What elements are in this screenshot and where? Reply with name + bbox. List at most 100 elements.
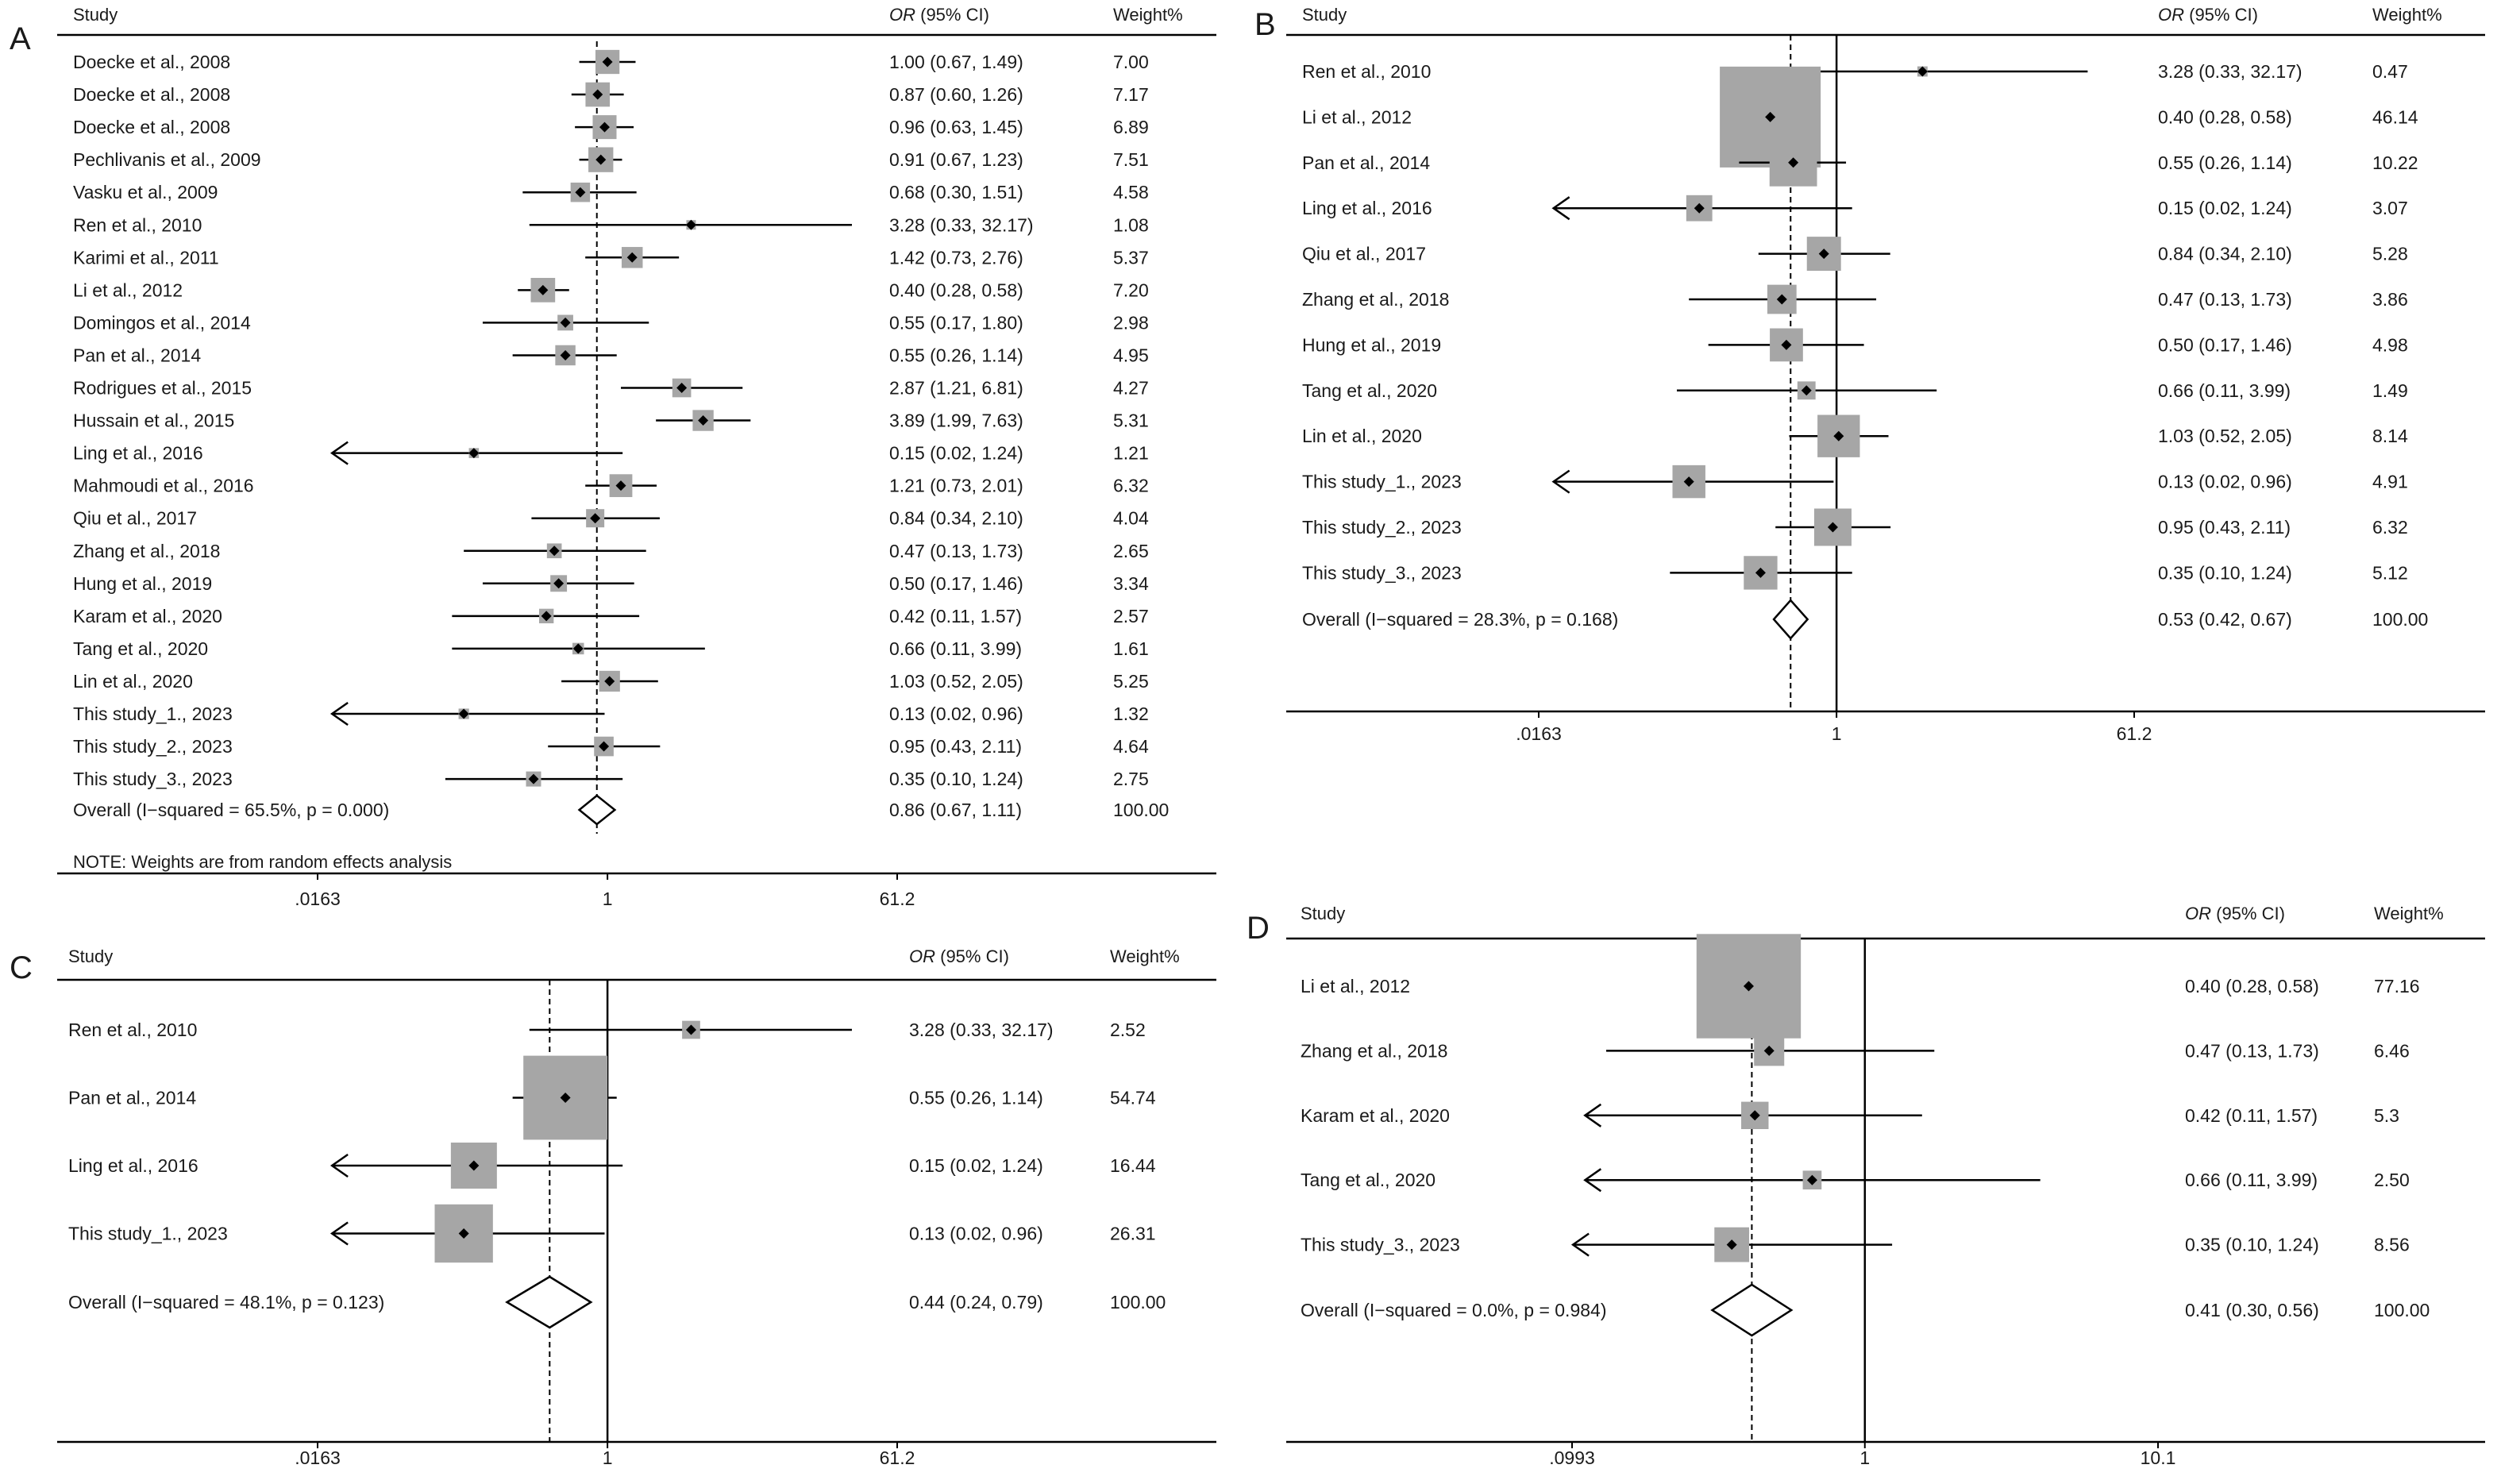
study-name: Lin et al., 2020: [1302, 426, 1422, 446]
study-name: Karam et al., 2020: [73, 606, 222, 626]
study-weight: 5.37: [1113, 247, 1149, 268]
study-or-ci: 0.95 (0.43, 2.11): [889, 736, 1022, 757]
study-row: Ren et al., 2010 3.28 (0.33, 32.17) 2.52: [68, 1020, 1146, 1040]
study-row: Lin et al., 2020 1.03 (0.52, 2.05) 5.25: [73, 670, 1149, 692]
study-name: This study_3., 2023: [1301, 1235, 1460, 1255]
study-name: Doecke et al., 2008: [73, 117, 230, 137]
study-or-ci: 0.47 (0.13, 1.73): [2158, 289, 2292, 310]
study-name: This study_1., 2023: [73, 703, 233, 724]
overall-label: Overall (I−squared = 48.1%, p = 0.123): [68, 1292, 384, 1312]
column-header-or-italic: OR: [2158, 5, 2184, 25]
panel-letter: D: [1247, 911, 1270, 946]
point-estimate: [560, 349, 571, 360]
study-row: This study_3., 2023 0.35 (0.10, 1.24) 8.56: [1301, 1227, 2410, 1262]
study-or-ci: 0.66 (0.11, 3.99): [889, 638, 1022, 659]
study-or-ci: 1.00 (0.67, 1.49): [889, 52, 1023, 72]
study-or-ci: 0.95 (0.43, 2.11): [2158, 517, 2291, 538]
point-estimate: [592, 89, 603, 100]
point-estimate: [1827, 522, 1838, 533]
study-row: Qiu et al., 2017 0.84 (0.34, 2.10) 4.04: [73, 508, 1149, 529]
study-or-ci: 0.40 (0.28, 0.58): [2158, 106, 2292, 127]
column-header-weight: Weight%: [1113, 5, 1183, 25]
study-or-ci: 0.40 (0.28, 0.58): [889, 279, 1023, 300]
column-header-weight: Weight%: [1110, 946, 1180, 966]
column-header-or: OR (95% CI): [2158, 5, 2258, 25]
study-weight: 1.08: [1113, 214, 1149, 235]
study-row: Doecke et al., 2008 0.87 (0.60, 1.26) 7.17: [73, 82, 1149, 107]
study-weight: 4.95: [1113, 345, 1149, 365]
study-or-ci: 0.91 (0.67, 1.23): [889, 149, 1023, 170]
overall-weight: 100.00: [1110, 1292, 1166, 1312]
study-or-ci: 1.21 (0.73, 2.01): [889, 476, 1023, 496]
study-row: Lin et al., 2020 1.03 (0.52, 2.05) 8.14: [1302, 414, 2408, 457]
panel-letter: A: [10, 21, 31, 56]
study-or-ci: 0.55 (0.26, 1.14): [909, 1088, 1043, 1108]
study-weight: 2.52: [1110, 1020, 1146, 1040]
overall-label: Overall (I−squared = 0.0%, p = 0.984): [1301, 1300, 1606, 1320]
study-row: Zhang et al., 2018 0.47 (0.13, 1.73) 6.46: [1301, 1035, 2410, 1066]
study-row: Doecke et al., 2008 0.96 (0.63, 1.45) 6.89: [73, 115, 1149, 140]
study-name: Rodrigues et al., 2015: [73, 378, 252, 399]
study-row: Hung et al., 2019 0.50 (0.17, 1.46) 4.98: [1302, 328, 2408, 362]
study-row: Hung et al., 2019 0.50 (0.17, 1.46) 3.34: [73, 573, 1149, 594]
point-estimate: [676, 383, 688, 393]
study-or-ci: 0.66 (0.11, 3.99): [2158, 380, 2291, 401]
point-estimate: [1917, 66, 1928, 77]
point-estimate: [1683, 476, 1694, 488]
point-estimate: [602, 56, 613, 67]
point-estimate: [604, 676, 615, 687]
study-or-ci: 0.15 (0.02, 1.24): [2158, 198, 2292, 218]
overall-label: Overall (I−squared = 28.3%, p = 0.168): [1302, 609, 1618, 630]
study-row: Ling et al., 2016 0.15 (0.02, 1.24) 3.07: [1302, 195, 2408, 222]
study-name: Ling et al., 2016: [1302, 198, 1432, 218]
study-weight: 4.64: [1113, 736, 1149, 757]
study-or-ci: 3.89 (1.99, 7.63): [889, 411, 1023, 431]
point-estimate: [590, 513, 601, 524]
study-name: Hung et al., 2019: [73, 573, 212, 594]
study-or-ci: 0.55 (0.26, 1.14): [889, 345, 1023, 365]
study-name: Tang et al., 2020: [1301, 1170, 1435, 1190]
study-name: Ren et al., 2010: [68, 1020, 197, 1040]
column-header-study: Study: [1301, 904, 1345, 923]
study-weight: 8.56: [2374, 1235, 2410, 1255]
point-estimate: [1749, 1110, 1760, 1121]
point-estimate: [685, 1024, 696, 1035]
point-estimate: [1776, 294, 1787, 305]
overall-label: Overall (I−squared = 65.5%, p = 0.000): [73, 800, 389, 820]
study-weight: 4.58: [1113, 182, 1149, 202]
study-name: Tang et al., 2020: [73, 638, 208, 659]
study-name: Li et al., 2012: [73, 279, 183, 300]
study-weight: 2.50: [2374, 1170, 2410, 1190]
column-header-or: OR (95% CI): [2185, 904, 2285, 923]
study-name: Vasku et al., 2009: [73, 182, 218, 202]
overall-row: Overall (I−squared = 48.1%, p = 0.123) 0.…: [68, 1275, 1166, 1329]
study-or-ci: 0.15 (0.02, 1.24): [889, 443, 1023, 464]
study-name: Pan et al., 2014: [1302, 152, 1430, 173]
point-estimate: [458, 1228, 469, 1239]
study-or-ci: 0.47 (0.13, 1.73): [889, 541, 1023, 561]
study-weight: 6.32: [1113, 476, 1149, 496]
study-name: This study_3., 2023: [73, 769, 233, 789]
study-name: Karimi et al., 2011: [73, 247, 219, 268]
study-row: Pan et al., 2014 0.55 (0.26, 1.14) 4.95: [73, 345, 1149, 365]
truncation-arrow: [1583, 1103, 1602, 1127]
study-name: Hussain et al., 2015: [73, 411, 234, 431]
study-or-ci: 0.87 (0.60, 1.26): [889, 84, 1023, 105]
study-row: Karimi et al., 2011 1.42 (0.73, 2.76) 5.37: [73, 247, 1149, 268]
study-or-ci: 0.55 (0.17, 1.80): [889, 312, 1023, 333]
study-name: Mahmoudi et al., 2016: [73, 476, 254, 496]
study-row: Qiu et al., 2017 0.84 (0.34, 2.10) 5.28: [1302, 237, 2408, 272]
point-estimate: [560, 317, 571, 328]
point-estimate: [1765, 111, 1776, 122]
study-weight: 8.14: [2372, 426, 2408, 446]
study-or-ci: 0.42 (0.11, 1.57): [889, 606, 1022, 626]
column-header-weight: Weight%: [2372, 5, 2442, 25]
study-row: Pechlivanis et al., 2009 0.91 (0.67, 1.23…: [73, 147, 1149, 172]
x-tick-label: .0163: [295, 1447, 341, 1468]
study-row: Mahmoudi et al., 2016 1.21 (0.73, 2.01) 6.…: [73, 474, 1149, 498]
study-weight: 6.46: [2374, 1040, 2410, 1061]
study-row: Ren et al., 2010 3.28 (0.33, 32.17) 1.08: [73, 214, 1149, 235]
study-weight: 46.14: [2372, 106, 2418, 127]
